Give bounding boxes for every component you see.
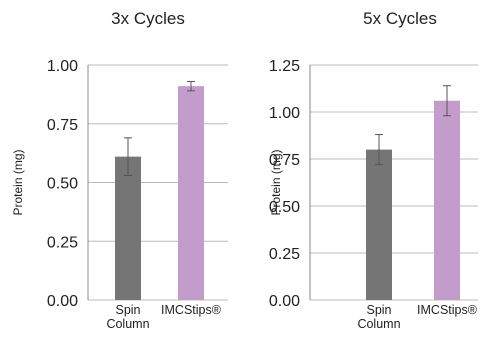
chart-2-y-axis-label: Protein (mg): [269, 149, 283, 215]
chart-1-y-tick-label: 0.75: [47, 117, 78, 134]
chart-2-bar-imcstips: [434, 100, 460, 300]
chart-1-y-tick-label: 0.25: [47, 234, 78, 251]
chart-1-bar-spin-column: [115, 156, 141, 300]
chart-2-y-tick-label: 0.25: [269, 246, 300, 263]
chart-1-y-tick-label: 1.00: [47, 58, 78, 75]
chart-1-bar-imcstips: [178, 86, 204, 301]
chart-2-category-label-spin-column: Column: [357, 317, 400, 331]
chart-1-y-tick-label: 0.50: [47, 176, 78, 193]
chart-1-category-label-spin-column: Spin: [115, 303, 140, 317]
chart-2-y-tick-label: 0.50: [269, 199, 300, 216]
chart-2-y-tick-label: 0.00: [269, 293, 300, 310]
chart-2-title: 5x Cycles: [363, 9, 437, 28]
chart-2-y-tick-label: 1.25: [269, 58, 300, 75]
chart-2-y-tick-label: 1.00: [269, 105, 300, 122]
chart-1-y-axis-label: Protein (mg): [11, 149, 25, 215]
chart-1-y-tick-label: 0.00: [47, 293, 78, 310]
chart-2-category-label-imcstips: IMCStips®: [417, 303, 478, 317]
chart-2-category-label-spin-column: Spin: [366, 303, 391, 317]
chart-1-title: 3x Cycles: [111, 9, 185, 28]
chart-2-bar-spin-column: [366, 149, 392, 300]
chart-1-category-label-imcstips: IMCStips®: [161, 303, 222, 317]
chart-2-y-tick-label: 0.75: [269, 152, 300, 169]
chart-1-category-label-spin-column: Column: [106, 317, 149, 331]
